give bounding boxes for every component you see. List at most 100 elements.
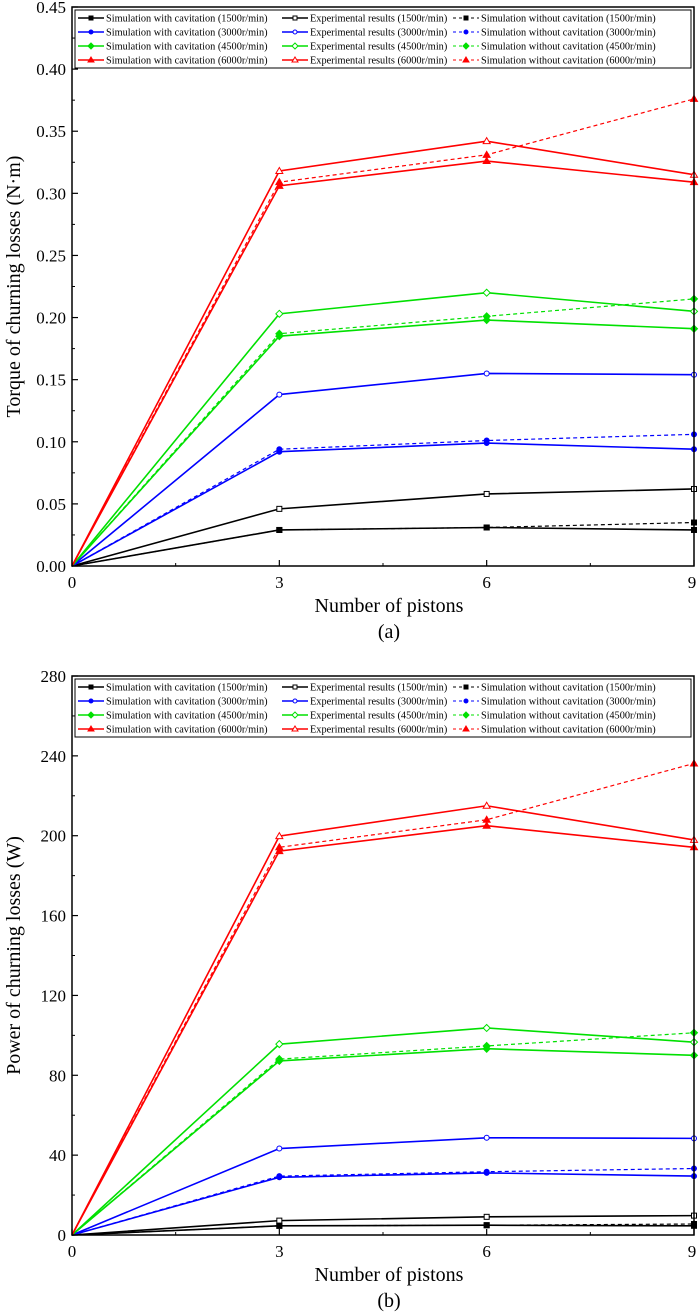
- y-tick-label: 0.25: [36, 246, 66, 265]
- y-tick-label: 0.30: [36, 184, 66, 203]
- y-tick-label: 0.45: [36, 0, 66, 17]
- legend-label: Experimental results (6000r/min): [310, 56, 447, 67]
- legend-label: Experimental results (3000r/min): [310, 697, 447, 708]
- legend-label: Simulation with cavitation (4500r/min): [106, 711, 268, 722]
- circle-marker: [88, 698, 94, 704]
- series-line: [71, 1136, 695, 1236]
- x-tick-label: 3: [275, 1242, 284, 1261]
- triangle-marker: [482, 156, 492, 165]
- series-line: [71, 160, 695, 567]
- triangle-marker: [291, 56, 299, 63]
- series-12: [71, 758, 699, 1236]
- y-tick-label: 0: [58, 1226, 67, 1245]
- legend-box: [74, 9, 692, 69]
- series-9: [71, 1028, 699, 1236]
- triangle-marker: [274, 166, 284, 174]
- y-tick-label: 0.35: [36, 122, 66, 141]
- legend-item: Simulation without cavitation (6000r/min…: [453, 725, 656, 736]
- triangle-marker: [462, 56, 470, 63]
- square-marker: [483, 490, 490, 497]
- series-line: [71, 824, 695, 1236]
- x-tick-label: 9: [688, 573, 697, 592]
- legend-item: Simulation with cavitation (3000r/min): [78, 28, 268, 39]
- legend-item: Simulation without cavitation (3000r/min…: [453, 28, 656, 39]
- triangle-marker: [482, 821, 492, 829]
- legend-box: [74, 678, 692, 738]
- triangle-marker: [482, 815, 492, 823]
- diamond-marker: [275, 1039, 284, 1049]
- circle-marker: [483, 370, 490, 377]
- legend-item: Experimental results (4500r/min): [282, 42, 447, 53]
- series-line: [71, 140, 695, 567]
- square-marker: [292, 15, 298, 21]
- x-tick-label: 0: [68, 1242, 77, 1261]
- diamond-marker: [275, 309, 284, 319]
- triangle-marker: [87, 725, 95, 732]
- legend-label: Simulation with cavitation (3000r/min): [106, 697, 268, 708]
- series-line: [71, 1047, 695, 1236]
- legend-label: Simulation with cavitation (1500r/min): [106, 683, 268, 694]
- y-tick-label: 0.15: [36, 371, 66, 390]
- series-line: [71, 804, 695, 1236]
- y-tick-label: 280: [41, 667, 67, 686]
- legend-item: Simulation with cavitation (4500r/min): [78, 42, 268, 53]
- y-tick-label: 80: [49, 1066, 66, 1085]
- legend-item: Experimental results (4500r/min): [282, 711, 447, 722]
- square-marker: [483, 1213, 490, 1220]
- square-marker: [88, 684, 94, 690]
- legend-label: Simulation with cavitation (6000r/min): [106, 725, 268, 736]
- square-marker: [276, 526, 283, 533]
- y-tick-label: 0.05: [36, 495, 66, 514]
- y-axis-label: Power of churning losses (W): [3, 836, 25, 1075]
- series-line: [71, 1223, 695, 1236]
- series-line: [71, 521, 695, 567]
- triangle-marker: [482, 801, 492, 809]
- series-line: [71, 1214, 695, 1236]
- diamond-marker: [482, 1023, 491, 1033]
- series-11: [71, 136, 699, 567]
- series-1: [71, 524, 697, 567]
- triangle-marker: [274, 842, 284, 851]
- x-tick-label: 0: [68, 573, 77, 592]
- series-10: [71, 156, 699, 567]
- series-line: [71, 319, 695, 567]
- square-marker: [483, 1222, 490, 1229]
- series-10: [71, 821, 699, 1236]
- series-7: [71, 1044, 699, 1236]
- legend-item: Simulation without cavitation (1500r/min…: [453, 683, 656, 694]
- triangle-marker: [462, 725, 470, 732]
- legend-label: Simulation with cavitation (3000r/min): [106, 28, 268, 39]
- circle-marker: [463, 698, 469, 704]
- legend-item: Simulation without cavitation (6000r/min…: [453, 56, 656, 67]
- circle-marker: [483, 1134, 490, 1141]
- square-marker: [463, 15, 469, 21]
- triangle-marker: [291, 725, 299, 732]
- chart-caption: (a): [378, 621, 400, 643]
- y-axis-label: Torque of churning losses (N·m): [3, 156, 25, 418]
- series-line: [71, 526, 695, 567]
- series-line: [71, 291, 695, 567]
- series-line: [71, 298, 695, 567]
- series-6: [71, 431, 697, 567]
- y-tick-label: 160: [41, 907, 67, 926]
- legend-item: Simulation without cavitation (4500r/min…: [453, 711, 656, 722]
- square-marker: [88, 15, 94, 21]
- legend-item: Simulation with cavitation (1500r/min): [78, 683, 268, 694]
- series-line: [71, 442, 695, 567]
- diamond-marker: [482, 312, 491, 321]
- diamond-marker: [462, 711, 470, 719]
- triangle-marker: [274, 831, 284, 840]
- y-tick-label: 240: [41, 747, 67, 766]
- legend-item: Experimental results (1500r/min): [282, 14, 447, 25]
- diamond-marker: [87, 711, 95, 719]
- circle-marker: [483, 1168, 490, 1175]
- diamond-marker: [462, 42, 470, 50]
- x-axis-label: Number of pistons: [315, 595, 464, 617]
- circle-marker: [276, 446, 283, 453]
- plot-frame: [71, 675, 695, 1236]
- y-tick-label: 0.40: [36, 60, 66, 79]
- legend-label: Simulation without cavitation (4500r/min…: [481, 42, 656, 53]
- legend-label: Simulation with cavitation (1500r/min): [106, 14, 268, 25]
- series-line: [71, 1027, 695, 1236]
